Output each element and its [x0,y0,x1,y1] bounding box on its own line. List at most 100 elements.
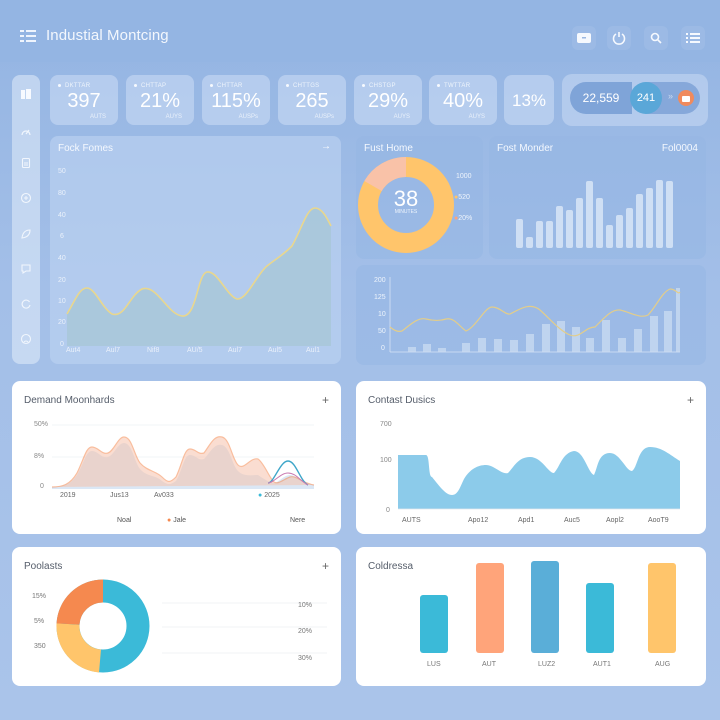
x-tick: LUS [427,661,441,668]
search-icon [650,32,662,44]
legend-item[interactable]: ● Jale [167,517,187,524]
card-title: Contast Dusics [368,395,436,406]
fust-home-donut [358,156,454,253]
left-label: 350 [34,643,46,650]
card-title: Coldressa [368,561,414,572]
y-tick: 40 [58,255,66,262]
y-tick: 50% [34,421,49,428]
power-button[interactable] [607,26,631,50]
right-label: 20% [298,628,313,635]
kpi-label: CHTTGS [286,83,319,89]
x-tick: AUG [655,661,671,668]
y-tick: 80 [58,190,66,197]
contast-area-chart [398,447,680,510]
x-tick: AooT9 [648,517,669,524]
left-label: 5% [34,618,45,625]
leaf-icon[interactable] [19,227,33,241]
kpi-card[interactable]: TWTTAR 40% AUYS [429,75,497,125]
x-tick: Aopl2 [606,517,624,524]
legend-item[interactable]: Nere [290,517,306,524]
alert-badge-icon[interactable] [678,90,694,106]
kpi-value: 265 [295,90,329,112]
folder-icon [577,33,591,43]
center-label: MINUTES [394,209,418,215]
kpi-value: 115% [211,90,261,112]
legend-item[interactable]: Noal [117,517,132,524]
dashboard-icon[interactable] [19,87,33,101]
y-tick: 6 [60,233,64,240]
summary-pill: 22,559 241 » [562,74,708,126]
legend-item: ●20% [454,215,473,222]
x-tick: AUT1 [593,661,611,668]
chat-icon[interactable] [19,262,33,276]
y-tick: 50 [378,328,386,335]
kpi-label: CHTTAP [134,83,166,89]
x-tick: AU/5 [187,347,203,354]
x-tick: Aul5 [268,347,283,354]
panel-title: Fost Monder [497,143,554,154]
x-tick: Aul7 [106,347,121,354]
right-label: 30% [298,655,313,662]
list-button[interactable] [681,26,705,50]
combo-trend-panel: 200 125 10 50 0 [356,265,706,365]
kpi-card[interactable]: CHTTGS 265 AUSPs [278,75,346,125]
chevron-right-icon: » [668,91,674,101]
add-icon[interactable]: + [321,559,329,573]
count-value: 241 [630,82,662,114]
x-tick: Aul1 [306,347,321,354]
app-title: Industial Montcing [46,27,169,44]
x-tick: Aut4 [66,347,81,354]
kpi-card[interactable]: 13% [504,75,554,125]
y-tick: 50 [58,168,66,175]
kpi-card[interactable]: CHTTAR 115% AUSPs [202,75,270,125]
fock-fomes-panel: Fock Fomes → 50 80 40 6 40 20 10 20 0 Au… [50,136,341,364]
coldressa-bar-chart [420,561,676,653]
kpi-sub: AUSPs [314,114,334,120]
y-tick: 0 [60,341,64,348]
kpi-card[interactable]: DKTTAR 397 AUTS [50,75,118,125]
x-tick: LUZ2 [538,661,556,668]
refresh-icon[interactable] [19,297,33,311]
panel-badge: Fol0004 [661,143,698,154]
kpi-value: 40% [442,90,484,112]
menu-icon[interactable] [20,29,36,43]
list-icon [686,33,700,43]
folder-button[interactable] [572,26,596,50]
poolasts-card: Poolasts + 15% 5% 350 10% 20% 30% [12,547,341,686]
kpi-sub: AUYS [468,114,485,120]
kpi-label: TWTTAR [437,83,470,89]
support-icon[interactable] [19,332,33,346]
kpi-label: CHSTGP [362,83,396,89]
gridlines [162,602,327,654]
search-button[interactable] [644,26,668,50]
x-tick: Nif8 [147,347,160,354]
kpi-value: 397 [67,90,101,112]
plus-circle-icon[interactable] [19,191,33,205]
kpi-sub: AUTS [89,114,106,120]
sidebar [12,75,40,364]
kpi-card[interactable]: CHTTAP 21% AUYS [126,75,194,125]
y-tick: 200 [374,277,386,284]
gauge-icon[interactable] [19,125,33,139]
total-value[interactable]: 22,559 [570,82,632,114]
arrow-right-icon[interactable]: → [321,141,331,152]
x-tick: 2019 [60,492,76,499]
count-toggle[interactable]: 241 » [630,82,700,114]
document-icon[interactable] [19,156,33,170]
kpi-label: CHTTAR [210,83,243,89]
fust-home-panel: Fust Home 38 MINUTES 1000 ●520 ●20% [356,136,483,259]
x-tick: Auc5 [564,517,580,524]
kpi-sub: AUYS [393,114,410,120]
x-tick: ● 2025 [258,492,280,499]
kpi-value: 29% [367,90,409,112]
kpi-card[interactable]: CHSTGP 29% AUYS [354,75,422,125]
demand-area-chart [51,424,315,489]
kpi-label: DKTTAR [58,83,90,89]
add-icon[interactable]: + [686,393,694,407]
y-tick: 100 [380,457,392,464]
contast-dusics-card: Contast Dusics + 700 100 0 AUTS Apo12 Ap… [356,381,706,534]
poolasts-donut [56,579,150,673]
y-tick: 10 [378,311,386,318]
add-icon[interactable]: + [321,393,329,407]
card-title: Poolasts [24,561,63,572]
